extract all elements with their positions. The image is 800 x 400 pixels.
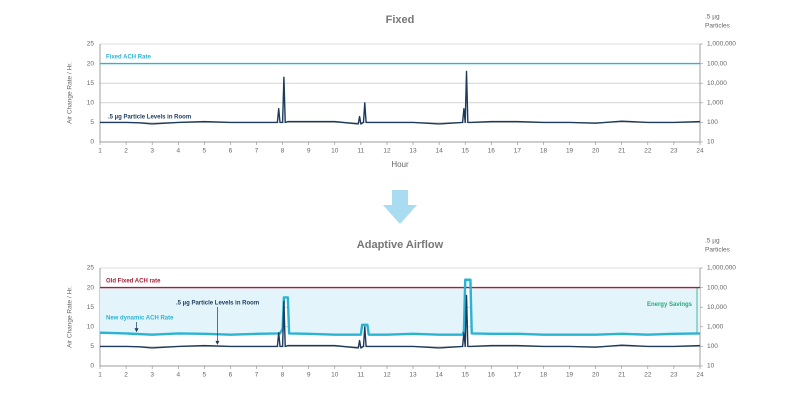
label-arrowhead — [215, 340, 220, 345]
series-line — [99, 278, 701, 336]
x-tick-label: 14 — [436, 372, 444, 379]
x-tick-label: 22 — [644, 372, 652, 379]
series-label: .5 µg Particle Levels in Room — [108, 115, 191, 121]
x-tick-label: 9 — [307, 372, 311, 379]
x-tick-label: 24 — [696, 148, 704, 155]
savings-area — [100, 279, 700, 335]
x-tick-label: 12 — [383, 148, 391, 155]
x-tick-label: 7 — [255, 372, 259, 379]
x-tick-label: 3 — [150, 372, 154, 379]
y-tick-label: 10 — [87, 100, 95, 107]
y2-axis-title: Particles — [705, 247, 731, 254]
x-tick-label: 13 — [409, 372, 417, 379]
y-tick-label: 20 — [87, 60, 95, 67]
x-tick-label: 18 — [540, 372, 548, 379]
series-label: .5 µg Particle Levels in Room — [176, 301, 259, 307]
x-tick-label: 23 — [670, 148, 678, 155]
series-line — [100, 294, 701, 349]
x-tick-label: 4 — [176, 372, 180, 379]
chart-title: Adaptive Airflow — [357, 239, 444, 251]
y2-tick-label: 100 — [707, 119, 718, 126]
x-tick-label: 22 — [644, 148, 652, 155]
x-tick-label: 17 — [514, 148, 522, 155]
x-tick-label: 1 — [98, 148, 102, 155]
y2-tick-label: 10 — [707, 363, 715, 370]
y2-axis-title: .5 µg — [705, 14, 720, 21]
label-arrowhead — [134, 328, 139, 333]
series-label: Old Fixed ACH rate — [106, 279, 161, 285]
y-tick-label: 15 — [87, 304, 95, 311]
x-tick-label: 16 — [488, 148, 496, 155]
y2-tick-label: 10,000 — [707, 80, 727, 87]
y-axis-title: Air Change Rate / Hr. — [67, 286, 74, 348]
series-label: Fixed ACH Rate — [106, 55, 151, 61]
y2-tick-label: 1,000,000 — [707, 265, 736, 272]
x-tick-label: 12 — [383, 372, 391, 379]
x-tick-label: 17 — [514, 372, 522, 379]
x-tick-label: 10 — [331, 372, 339, 379]
x-tick-label: 24 — [696, 372, 704, 379]
x-tick-label: 9 — [307, 148, 311, 155]
y2-axis-title: .5 µg — [705, 238, 720, 245]
x-tick-label: 7 — [255, 148, 259, 155]
x-tick-label: 14 — [436, 148, 444, 155]
x-tick-label: 19 — [566, 148, 574, 155]
y-tick-label: 25 — [87, 265, 95, 272]
y-tick-label: 10 — [87, 324, 95, 331]
annotation: Energy Savings — [647, 302, 693, 308]
series-line — [100, 70, 701, 125]
x-tick-label: 15 — [462, 148, 470, 155]
x-tick-label: 16 — [488, 372, 496, 379]
y-tick-label: 0 — [90, 363, 94, 370]
y2-tick-label: 100,00 — [707, 60, 727, 67]
y-tick-label: 5 — [90, 343, 94, 350]
x-tick-label: 5 — [203, 372, 207, 379]
y2-tick-label: 1,000 — [707, 100, 724, 107]
series-label: New dynamic ACH Rate — [106, 316, 174, 322]
y-axis-title: Air Change Rate / Hr. — [67, 62, 74, 124]
chart-title: Fixed — [386, 14, 415, 26]
x-tick-label: 20 — [592, 372, 600, 379]
x-tick-label: 8 — [281, 372, 285, 379]
x-tick-label: 15 — [462, 372, 470, 379]
x-tick-label: 10 — [331, 148, 339, 155]
x-axis-title: Hour — [391, 160, 409, 169]
y2-tick-label: 100 — [707, 343, 718, 350]
x-tick-label: 13 — [409, 148, 417, 155]
x-tick-label: 19 — [566, 372, 574, 379]
x-tick-label: 4 — [176, 148, 180, 155]
y2-axis-title: Particles — [705, 23, 731, 30]
y-tick-label: 15 — [87, 80, 95, 87]
x-tick-label: 11 — [357, 148, 364, 155]
y-tick-label: 20 — [87, 284, 95, 291]
y2-tick-label: 1,000,000 — [707, 41, 736, 48]
x-tick-label: 20 — [592, 148, 600, 155]
y2-tick-label: 10,000 — [707, 304, 727, 311]
y2-tick-label: 100,00 — [707, 284, 727, 291]
y2-tick-label: 1,000 — [707, 324, 724, 331]
x-tick-label: 5 — [203, 148, 207, 155]
x-tick-label: 23 — [670, 372, 678, 379]
x-tick-label: 2 — [124, 148, 128, 155]
x-tick-label: 11 — [357, 372, 364, 379]
x-tick-label: 18 — [540, 148, 548, 155]
x-tick-label: 3 — [150, 148, 154, 155]
y-tick-label: 5 — [90, 119, 94, 126]
y-tick-label: 25 — [87, 41, 95, 48]
x-tick-label: 6 — [229, 372, 233, 379]
x-tick-label: 6 — [229, 148, 233, 155]
x-tick-label: 21 — [618, 372, 626, 379]
flow-arrow — [383, 190, 417, 224]
x-tick-label: 2 — [124, 372, 128, 379]
y-tick-label: 0 — [90, 139, 94, 146]
x-tick-label: 1 — [98, 372, 102, 379]
y2-tick-label: 10 — [707, 139, 715, 146]
x-tick-label: 8 — [281, 148, 285, 155]
x-tick-label: 21 — [618, 148, 626, 155]
